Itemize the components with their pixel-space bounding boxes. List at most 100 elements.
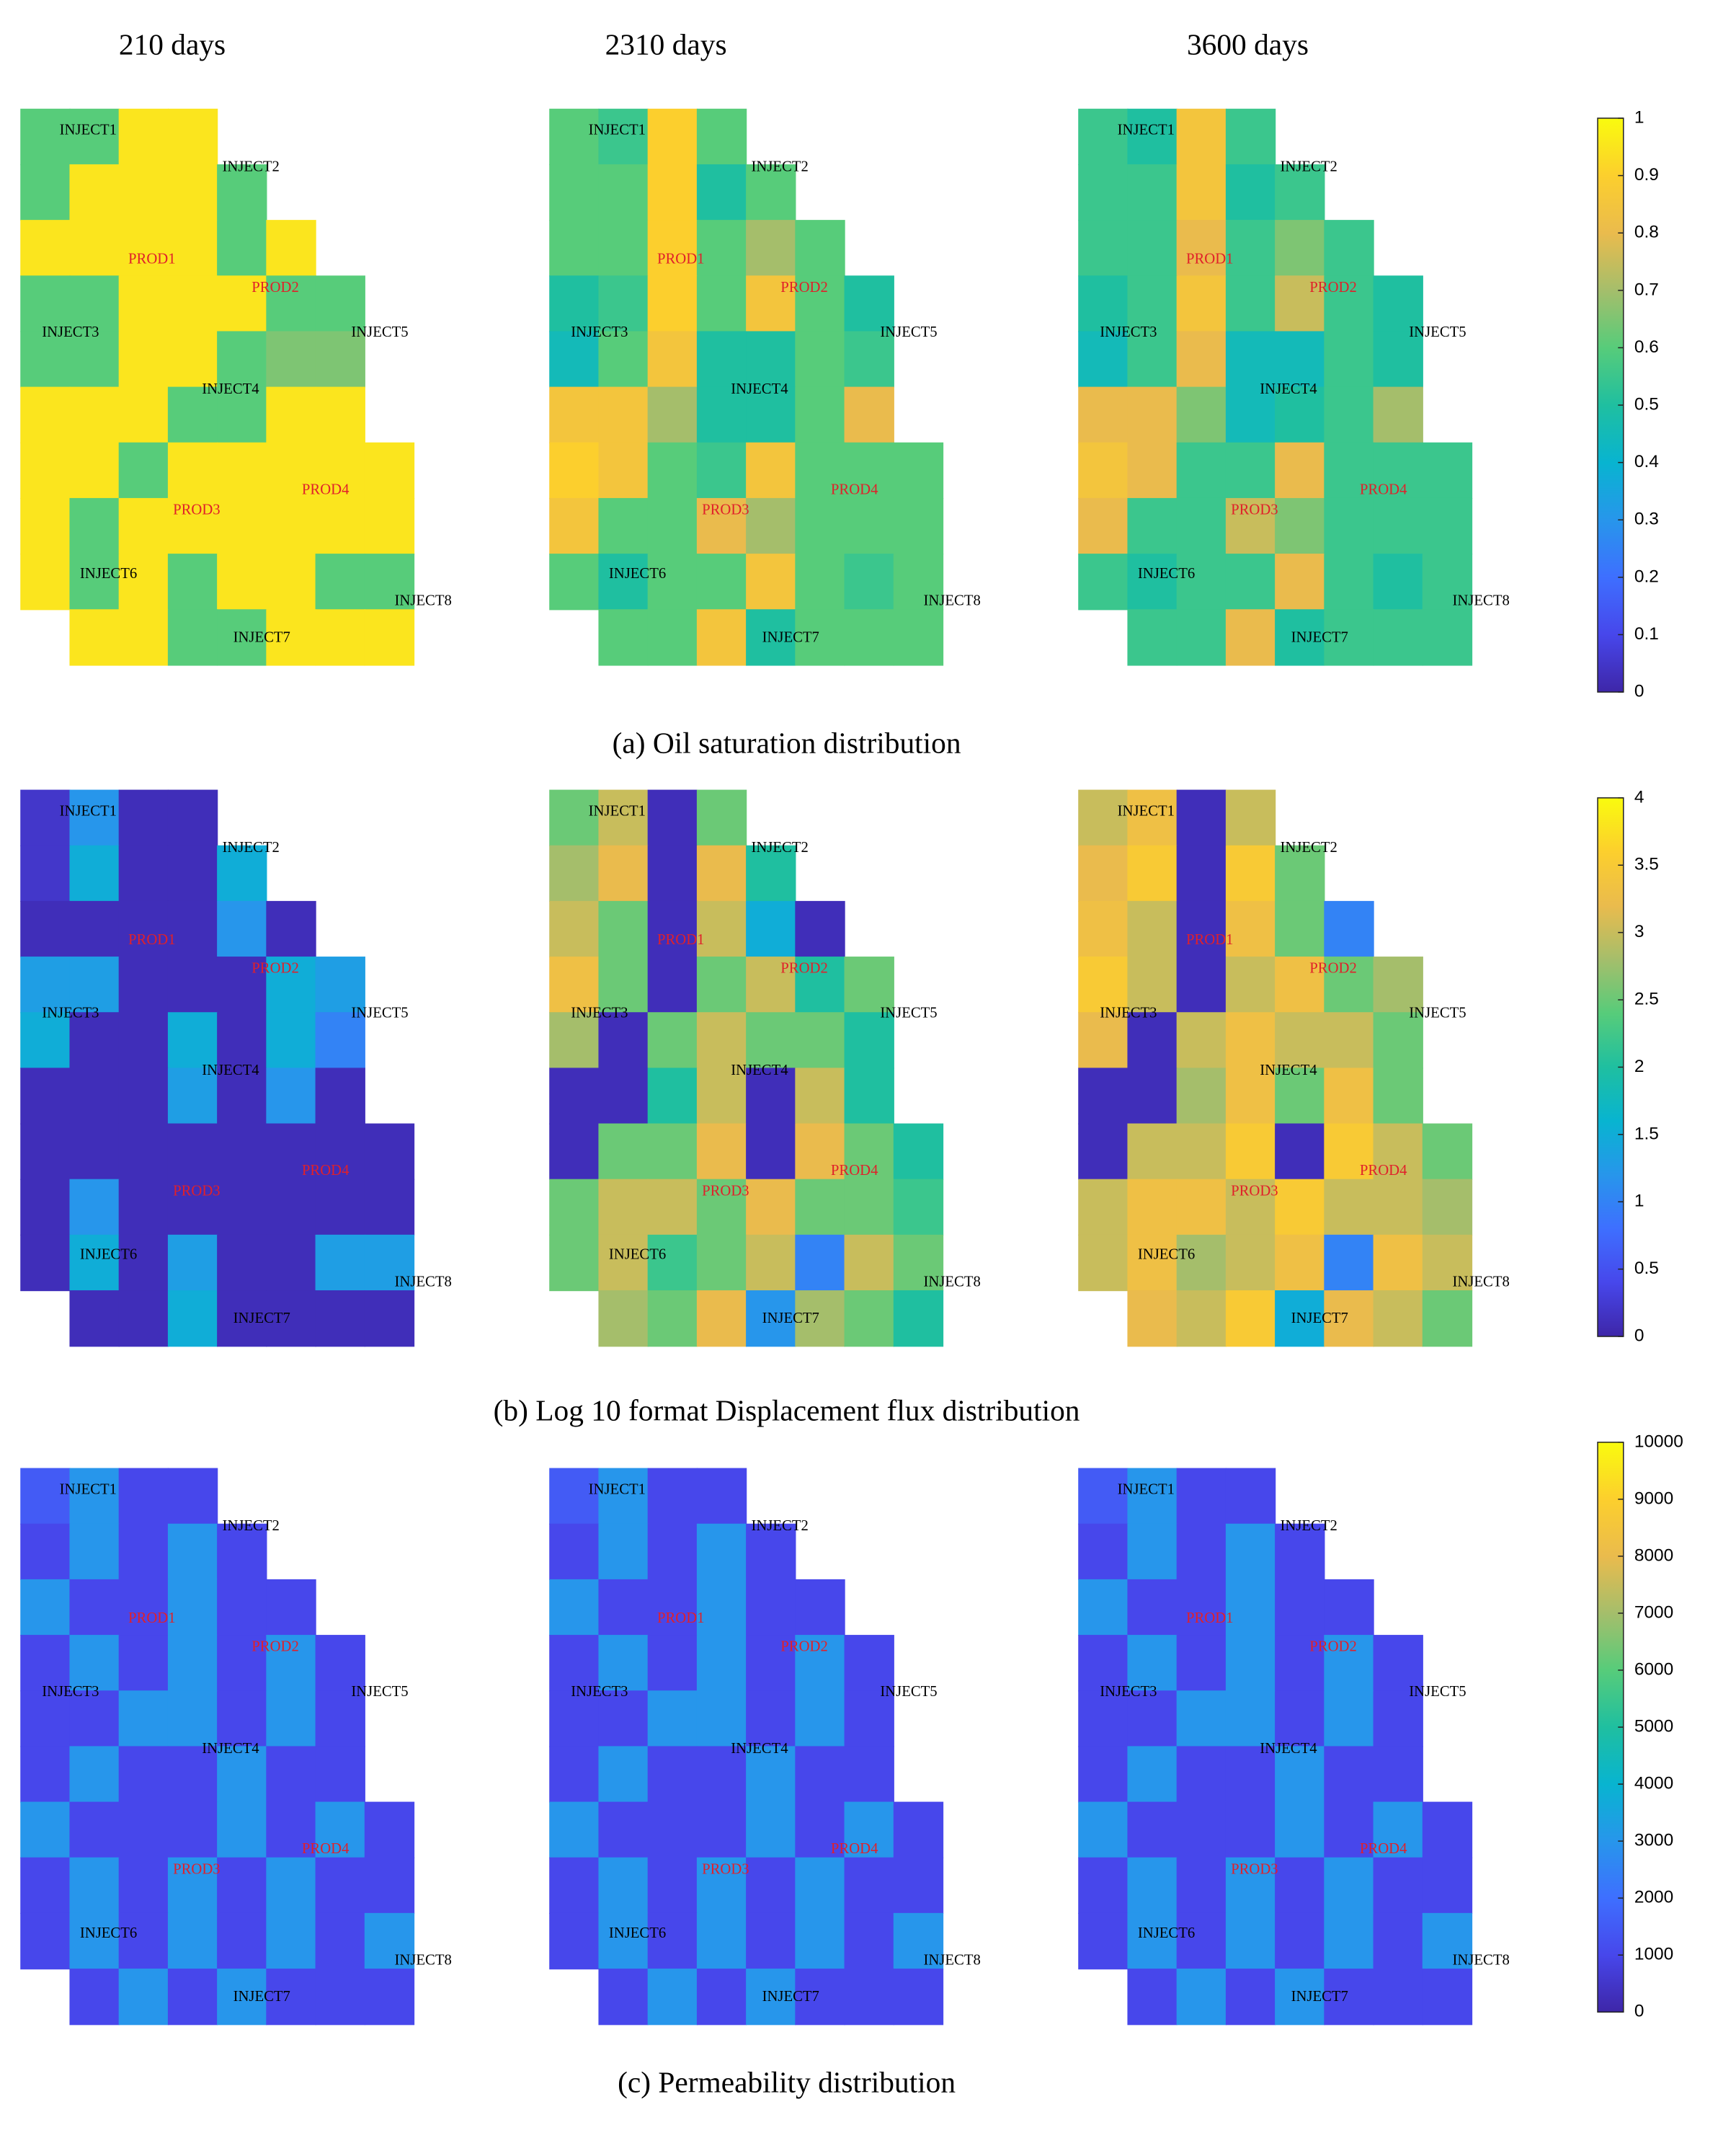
cell: [1324, 1123, 1374, 1180]
well-label: PROD3: [702, 1861, 749, 1877]
cell: [1127, 554, 1178, 611]
cell: [1176, 1012, 1227, 1069]
cell: [266, 1690, 316, 1747]
cell: [1127, 108, 1178, 166]
cell: [647, 554, 698, 611]
cell: [20, 1468, 71, 1525]
cell: [1176, 220, 1227, 277]
well-label: INJECT3: [42, 1006, 99, 1021]
cell: [1422, 1801, 1473, 1858]
cell: [844, 442, 894, 500]
cell: [844, 331, 894, 388]
cell: [893, 1290, 944, 1347]
cell: [1078, 1123, 1129, 1180]
cell: [598, 1523, 649, 1581]
cell: [217, 331, 267, 388]
well-label: PROD2: [252, 1639, 299, 1655]
cell: [69, 1468, 120, 1525]
well-label: INJECT4: [1260, 1741, 1317, 1757]
cell: [795, 442, 845, 500]
cell: [844, 497, 894, 555]
cell: [69, 497, 120, 555]
cell: [746, 1746, 796, 1803]
cell: [69, 220, 120, 277]
cell: [266, 220, 316, 277]
cell: [1078, 1068, 1129, 1124]
cell: [1127, 275, 1178, 332]
cell: [746, 275, 796, 332]
cell: [1176, 1746, 1227, 1803]
cell: [746, 331, 796, 388]
cell: [647, 497, 698, 555]
cell: [266, 497, 316, 555]
cell: [118, 1579, 169, 1636]
cell: [647, 957, 698, 1013]
cell: [69, 442, 120, 500]
well-label: INJECT3: [571, 1006, 628, 1021]
cell: [844, 1801, 894, 1858]
cell: [69, 554, 120, 611]
cell: [647, 1068, 698, 1124]
cell: [315, 331, 365, 388]
cell: [217, 1179, 267, 1236]
cell: [1422, 609, 1473, 666]
cell: [69, 1801, 120, 1858]
cell: [69, 845, 120, 902]
cell: [20, 1912, 71, 1970]
cell: [746, 442, 796, 500]
well-label: PROD3: [702, 502, 749, 518]
cell: [217, 609, 267, 666]
cell: [1127, 1068, 1178, 1124]
cell: [1324, 1912, 1374, 1970]
cell: [1275, 1690, 1325, 1747]
cell: [1324, 220, 1374, 277]
colorbar-tick-label: 0.4: [1634, 452, 1659, 471]
cell: [1225, 220, 1276, 277]
cell: [20, 1690, 71, 1747]
cell: [20, 845, 71, 902]
well-label: INJECT7: [1291, 1989, 1348, 2005]
cell: [549, 1068, 600, 1124]
cell: [315, 554, 365, 611]
cell: [598, 220, 649, 277]
well-label: PROD4: [1360, 1163, 1407, 1179]
cell: [746, 1123, 796, 1180]
well-label: PROD2: [1309, 1639, 1357, 1655]
well-label: INJECT7: [233, 1310, 290, 1326]
cell: [167, 164, 218, 221]
cell: [364, 1969, 415, 2026]
cell: [217, 1690, 267, 1747]
cell: [20, 1746, 71, 1803]
cell: [1078, 1801, 1129, 1858]
cell: [69, 1746, 120, 1803]
colorbar-tick-label: 0: [1634, 2002, 1644, 2021]
colorbar-tick-label: 7000: [1634, 1602, 1673, 1622]
cell: [844, 386, 894, 443]
cell: [1078, 845, 1129, 902]
cell: [1275, 1234, 1325, 1292]
cell: [69, 957, 120, 1013]
cell: [1225, 1290, 1276, 1347]
cell: [1324, 1857, 1374, 1915]
cell: [1078, 275, 1129, 332]
cell: [1078, 220, 1129, 277]
cell: [364, 1801, 415, 1858]
cell: [844, 1912, 894, 1970]
cell: [1225, 1068, 1276, 1124]
cell: [549, 1179, 600, 1236]
well-label: INJECT2: [223, 1518, 280, 1534]
colorbar-tick-label: 0.5: [1634, 394, 1659, 414]
cell: [746, 1290, 796, 1347]
cell: [69, 1857, 120, 1915]
cell: [598, 331, 649, 388]
cell: [315, 1012, 365, 1069]
heatmap-panel: [20, 1468, 415, 2026]
heatmap-panel: [549, 1468, 944, 2026]
well-label: PROD1: [657, 251, 705, 267]
cell: [696, 386, 747, 443]
cell: [1078, 900, 1129, 958]
cell: [598, 108, 649, 166]
well-label: INJECT5: [1409, 324, 1466, 340]
cell: [1078, 1012, 1129, 1069]
cell: [266, 1179, 316, 1236]
